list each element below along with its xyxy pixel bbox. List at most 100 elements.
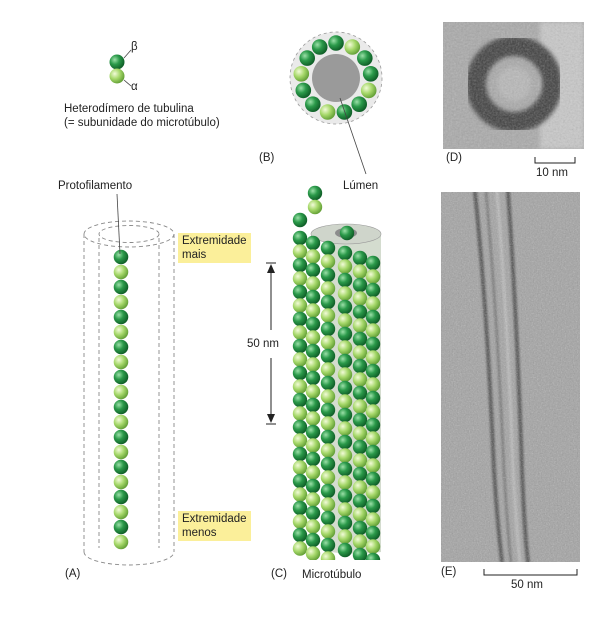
microtubule-subunit (305, 411, 321, 426)
microtubule-subunit (365, 363, 381, 379)
alpha-tubulin (113, 264, 129, 280)
microtubule-subunit (320, 429, 336, 445)
microtubule-subunit (337, 313, 353, 328)
microtubule-subunit (320, 443, 336, 458)
alpha-tubulin (113, 534, 129, 550)
alpha-tubulin (113, 414, 129, 430)
microtubule-subunit (352, 547, 368, 560)
microtubule-subunit (305, 262, 321, 278)
alpha-tubulin (113, 474, 129, 490)
microtubule-subunit (292, 406, 308, 421)
microtubule-subunit (352, 331, 368, 347)
microtubule-lattice (292, 230, 381, 560)
microtubule-subunit (292, 365, 308, 381)
microtubule-subunit (337, 394, 353, 409)
protofilament-subunit (305, 96, 321, 112)
microtubule-subunit (337, 475, 353, 490)
protruding-alpha-tubulin (307, 199, 323, 215)
microtubule-subunit (320, 497, 336, 512)
microtubule-subunit (337, 488, 353, 504)
microtubule-subunit (352, 507, 368, 522)
protruding-beta-tubulin (292, 212, 308, 228)
microtubule-subunit (292, 379, 308, 394)
microtubule-subunit (365, 323, 381, 338)
protruding-dimers (292, 185, 355, 241)
microtubule-subunit (365, 269, 381, 284)
microtubule-subunit (365, 282, 381, 298)
microtubule-subunit (352, 385, 368, 401)
microtubule-subunit (352, 493, 368, 509)
microtubule-subunit (292, 257, 308, 273)
protofilament-subunit (311, 39, 328, 55)
beta-tubulin (113, 249, 129, 265)
microtubule-subunit (337, 340, 353, 355)
microtubule-subunit (292, 311, 308, 327)
microtubule-subunit (320, 281, 336, 296)
microtubule-subunit (320, 524, 336, 539)
microtubule-subunit (305, 546, 321, 560)
microtubule-subunit (305, 330, 321, 345)
microtubule-subunit (320, 348, 336, 364)
microtubule-subunit (365, 498, 381, 514)
minus-end-label: Extremidade menos (178, 511, 251, 541)
microtubule-subunit (352, 372, 368, 387)
microtubule-subunit (292, 392, 308, 408)
heterodimer-label-line1: Heterodímero de tubulina (64, 103, 194, 115)
microtubule-subunit (337, 259, 353, 274)
microtubule-subunit (292, 419, 308, 435)
microtubule-subunit (305, 465, 321, 480)
protofilament-subunit (319, 104, 336, 120)
microtubule-subunit (337, 245, 353, 261)
microtubule-subunit (337, 299, 353, 315)
microtubule-subunit (292, 284, 308, 300)
microtubule-subunit (305, 316, 321, 332)
microtubule-subunit (365, 336, 381, 352)
microtubule-subunit (292, 271, 308, 286)
length-scale-arrow (266, 262, 276, 425)
microtubule-subunit (305, 438, 321, 453)
protofilament-cylinder (83, 220, 175, 566)
microtubule-subunit (292, 352, 308, 367)
protofilament-subunit (351, 96, 368, 112)
protofilament-subunit (293, 66, 310, 82)
microtubule-subunit (352, 466, 368, 482)
plus-end-label: Extremidade mais (178, 233, 251, 263)
beta-tubulin (113, 429, 129, 445)
protruding-beta-tubulin (307, 185, 323, 201)
microtubule-subunit (337, 542, 353, 558)
microtubule-subunit (337, 434, 353, 450)
microtubule-subunit (337, 407, 353, 423)
microtubule-subunit (320, 537, 336, 553)
beta-tubulin (113, 489, 129, 505)
panel-a-label: (A) (65, 568, 81, 580)
microtubule-subunit (352, 439, 368, 455)
alpha-label: α (131, 81, 138, 93)
microtubule-subunit (292, 527, 308, 543)
alpha-tubulin (113, 294, 129, 310)
microtubule-subunit (337, 380, 353, 396)
cross-section-lumen (312, 54, 360, 102)
protofilament-subunit (357, 50, 373, 66)
microtubule-subunit (337, 515, 353, 531)
microtubule-subunit (337, 353, 353, 369)
microtubule-subunit (292, 446, 308, 462)
microtubule-subunit (305, 276, 321, 291)
microtubule-subunit (337, 461, 353, 477)
microtubule-subunit (365, 458, 381, 473)
scale-bar-e (483, 569, 578, 576)
microtubule-subunit (320, 470, 336, 485)
microtubule-subunit (320, 483, 336, 499)
protofilament-subunit (299, 50, 316, 66)
microtubule-subunit (320, 335, 336, 350)
microtubule-subunit (320, 375, 336, 391)
microtubule-subunit (352, 426, 368, 441)
microtubule-subunit (320, 267, 336, 283)
microtubule-subunit (365, 309, 381, 325)
alpha-tubulin (113, 384, 129, 400)
microtubule-subunit (305, 492, 321, 507)
microtubule-subunit (352, 250, 368, 266)
protofilament-ring (293, 35, 379, 120)
protofilament-pointer (116, 193, 121, 255)
alpha-tubulin (113, 504, 129, 520)
